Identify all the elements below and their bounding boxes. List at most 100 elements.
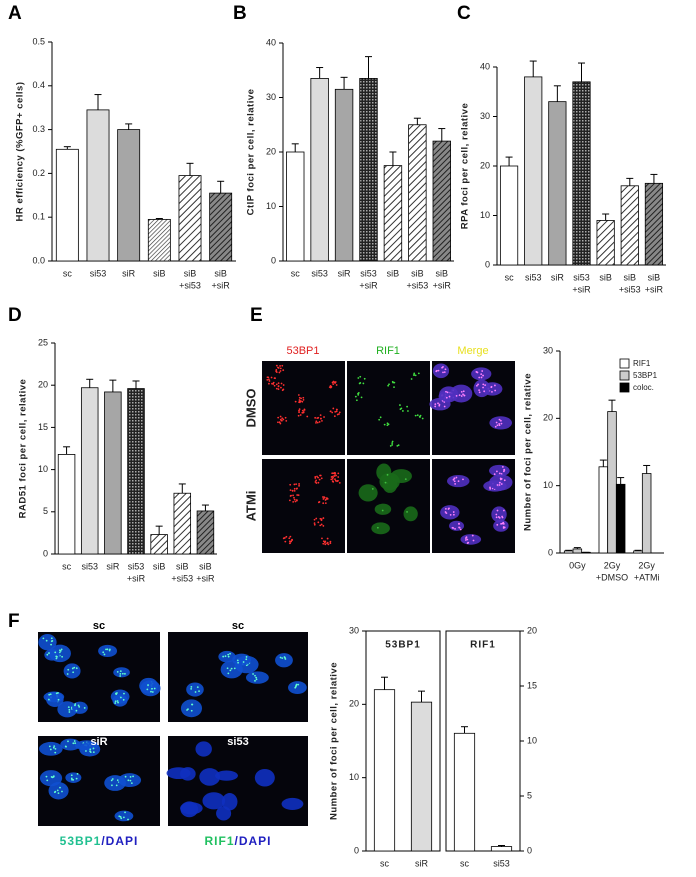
nucleus — [493, 519, 509, 532]
focus — [333, 475, 336, 477]
focus — [45, 639, 48, 642]
focus — [391, 440, 394, 443]
focus — [268, 382, 270, 385]
nucleus — [98, 644, 118, 658]
focus — [332, 380, 335, 383]
focus — [407, 410, 409, 412]
focus — [298, 411, 300, 414]
focus — [190, 685, 193, 688]
focus — [336, 408, 338, 411]
focus — [132, 775, 134, 778]
nucleus — [288, 681, 307, 695]
focus — [401, 410, 404, 412]
focus — [362, 382, 365, 385]
focus — [59, 786, 61, 789]
focus — [299, 400, 302, 402]
y-tick-label: 20 — [480, 160, 490, 170]
focus — [320, 417, 322, 420]
focus — [116, 779, 119, 782]
focus — [103, 653, 106, 656]
bar — [104, 391, 122, 555]
bar — [310, 78, 329, 262]
focus — [279, 365, 281, 367]
focus — [242, 661, 245, 663]
focus — [329, 410, 332, 413]
focus — [322, 542, 325, 545]
focus — [331, 477, 334, 480]
focus — [386, 424, 389, 427]
nucleus — [449, 520, 465, 531]
focus — [404, 478, 407, 481]
focus — [294, 685, 297, 688]
y-tick-label: 20 — [543, 413, 553, 423]
focus — [71, 778, 73, 781]
focus — [299, 414, 302, 416]
panel-letter: F — [8, 611, 20, 632]
focus — [115, 693, 118, 696]
focus — [48, 745, 51, 748]
bar — [86, 109, 110, 262]
focus — [237, 661, 240, 664]
y-tick-label: 10 — [543, 480, 553, 490]
focus — [298, 483, 300, 485]
focus — [280, 419, 283, 422]
nucleus — [113, 667, 130, 678]
bar — [644, 182, 664, 266]
x-tick-label: +DMSO — [596, 572, 628, 582]
focus — [500, 483, 503, 485]
focus — [270, 376, 273, 379]
focus — [465, 537, 467, 540]
bar — [410, 701, 433, 852]
focus — [496, 424, 499, 427]
nucleus — [460, 534, 482, 545]
focus — [460, 391, 463, 393]
focus — [475, 384, 478, 387]
focus — [73, 740, 76, 742]
x-tick-label: siR — [415, 858, 428, 868]
focus — [298, 409, 300, 412]
x-tick-label: +siR — [212, 280, 231, 290]
focus — [75, 777, 78, 780]
focus — [494, 389, 497, 392]
focus — [55, 657, 58, 660]
bar — [620, 185, 639, 266]
focus — [70, 777, 73, 780]
y-tick-label: 0 — [548, 547, 553, 557]
focus — [333, 471, 336, 474]
focus — [503, 479, 506, 482]
focus — [295, 483, 298, 486]
y-tick-label: 20 — [266, 146, 276, 156]
image-title: sc — [93, 620, 105, 632]
focus — [313, 518, 316, 521]
nucleus — [38, 634, 57, 651]
focus — [379, 416, 382, 419]
focus — [357, 394, 360, 396]
focus — [464, 539, 467, 541]
bar — [563, 550, 574, 554]
focus — [471, 534, 474, 537]
x-tick-label: +siR — [645, 284, 664, 294]
focus — [449, 513, 452, 516]
micrograph — [262, 361, 345, 455]
nucleus — [57, 701, 78, 718]
focus — [105, 648, 107, 651]
focus — [458, 526, 461, 529]
focus — [114, 700, 117, 703]
focus — [70, 774, 73, 777]
focus — [495, 516, 498, 519]
focus — [498, 516, 501, 519]
x-tick-label: sc — [380, 858, 390, 868]
focus — [501, 515, 503, 518]
nucleus — [232, 653, 252, 666]
focus — [147, 684, 149, 686]
y-tick-label: 20 — [349, 699, 359, 709]
y-tick-label: 10 — [480, 210, 490, 220]
focus — [72, 671, 75, 674]
bar — [408, 124, 427, 262]
bar — [641, 473, 652, 554]
focus — [282, 384, 285, 386]
focus — [291, 538, 293, 541]
focus — [121, 672, 124, 675]
focus — [417, 372, 420, 375]
